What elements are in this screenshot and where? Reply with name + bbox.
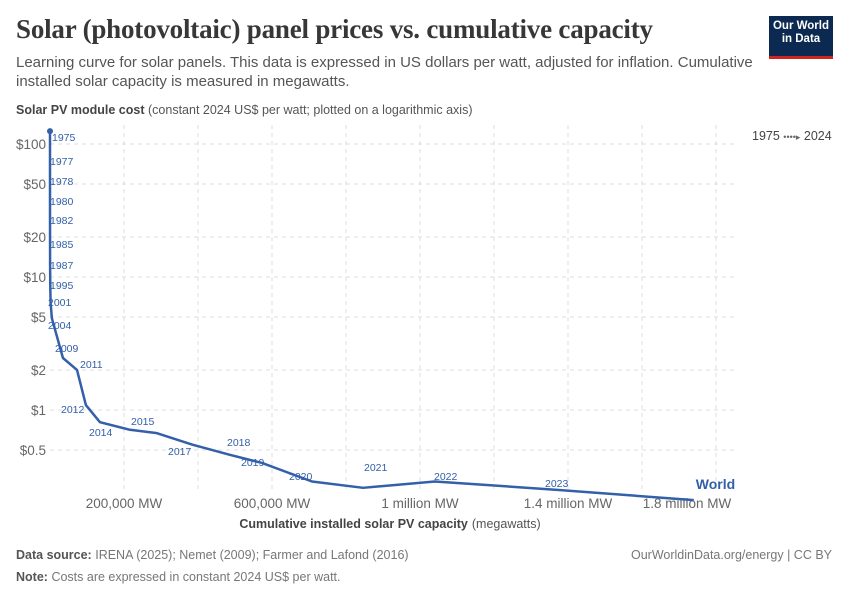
y-tick-label: $50: [23, 177, 46, 192]
x-tick-label: 1.8 million MW: [643, 496, 732, 511]
y-tick-label: $0.5: [20, 443, 46, 458]
dotted-arrow-icon: ••••▸: [783, 132, 801, 142]
year-label: 2011: [80, 359, 103, 371]
source-label: Data source:: [16, 548, 92, 562]
year-label: 2004: [48, 320, 72, 332]
credit-link[interactable]: OurWorldinData.org/energy | CC BY: [630, 548, 832, 562]
legend-end-year: 2024: [803, 129, 832, 143]
year-label: 2019: [241, 457, 265, 469]
y-tick-label: $5: [31, 310, 46, 325]
year-label: 2014: [89, 427, 113, 439]
y-tick-label: $1: [31, 403, 46, 418]
year-label: 1977: [50, 156, 74, 168]
y-tick-label: $2: [31, 363, 46, 378]
year-label: 2018: [227, 437, 251, 449]
y-tick-label: $100: [16, 137, 46, 152]
year-label: 2012: [61, 404, 85, 416]
chart-title: Solar (photovoltaic) panel prices vs. cu…: [16, 14, 653, 44]
series-label-world[interactable]: World: [696, 476, 735, 492]
y-tick-label: $10: [23, 270, 46, 285]
note-text: Costs are expressed in constant 2024 US$…: [51, 570, 341, 584]
note: Note: Costs are expressed in constant 20…: [16, 570, 340, 584]
x-tick-label: 200,000 MW: [86, 496, 163, 511]
year-label: 2020: [289, 471, 313, 483]
series-start-point: [47, 128, 54, 135]
year-label: 1985: [50, 239, 74, 251]
year-label: 2009: [55, 343, 79, 355]
year-label: 2001: [48, 297, 72, 309]
year-label: 1987: [50, 260, 74, 272]
y-axis-label-bold: Solar PV module cost: [16, 103, 145, 117]
year-label: 2022: [434, 471, 458, 483]
logo-line1: Our World: [772, 20, 829, 32]
y-axis-label: Solar PV module cost (constant 2024 US$ …: [16, 103, 472, 117]
x-tick-label: 1.4 million MW: [524, 496, 613, 511]
series-line-world: [48, 131, 694, 502]
time-legend: 1975 ••••▸ 2024: [752, 129, 832, 143]
x-tick-label: 1 million MW: [381, 496, 459, 511]
year-label: 1975: [52, 132, 76, 144]
year-label: 1982: [50, 215, 74, 227]
data-source: Data source: IRENA (2025); Nemet (2009);…: [16, 548, 409, 562]
x-tick-label: 600,000 MW: [234, 496, 311, 511]
year-label: 2017: [168, 446, 192, 458]
year-label: 2015: [131, 416, 155, 428]
chart-subtitle: Learning curve for solar panels. This da…: [16, 54, 753, 90]
year-label: 2021: [364, 462, 388, 474]
year-label: 1980: [50, 196, 74, 208]
legend-start-year: 1975: [752, 129, 780, 143]
year-label: 1978: [50, 176, 74, 188]
year-label: 2023: [545, 478, 569, 490]
x-axis-label: Cumulative installed solar PV capacity (m…: [239, 517, 540, 531]
note-label: Note:: [16, 570, 48, 584]
source-text[interactable]: IRENA (2025); Nemet (2009); Farmer and L…: [95, 548, 409, 562]
logo-line2: in Data: [781, 33, 821, 45]
y-tick-label: $20: [23, 230, 46, 245]
y-axis-label-rest: (constant 2024 US$ per watt; plotted on …: [148, 103, 473, 117]
year-label: 1995: [50, 280, 74, 292]
owid-logo[interactable]: Our World in Data: [769, 16, 833, 59]
